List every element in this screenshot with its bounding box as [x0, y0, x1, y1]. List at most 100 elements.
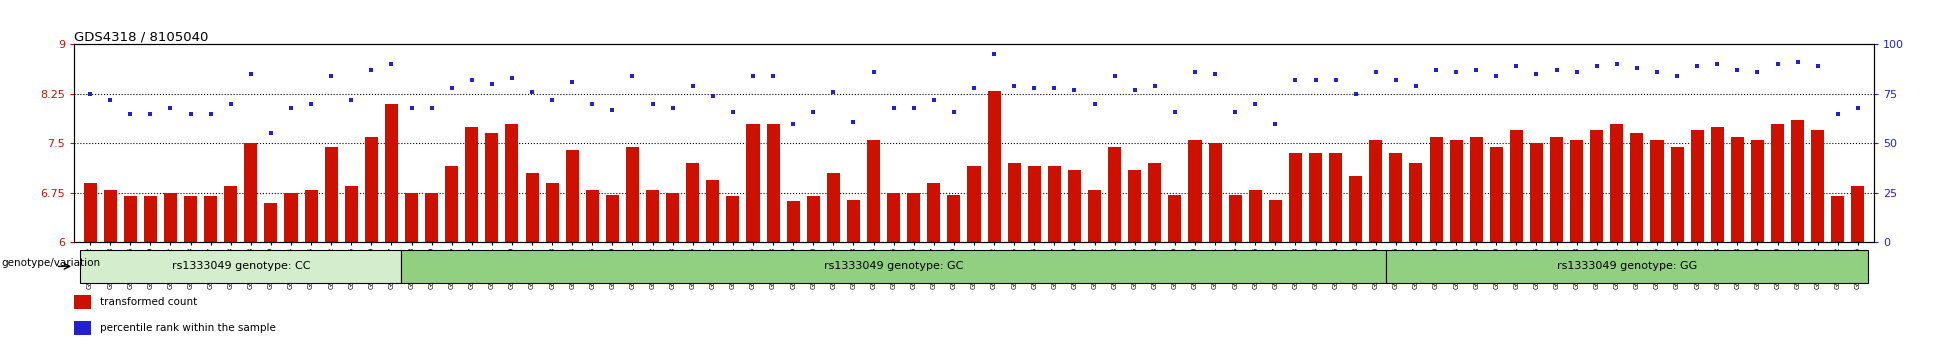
Bar	[1611, 124, 1623, 242]
Point	[898, 105, 929, 110]
Bar	[1389, 153, 1403, 242]
Point	[516, 89, 547, 95]
Point	[1601, 61, 1632, 67]
Point	[1140, 83, 1171, 89]
Bar	[244, 143, 257, 242]
Bar	[446, 166, 458, 242]
Bar	[707, 180, 719, 242]
Point	[939, 109, 970, 114]
Point	[316, 73, 347, 79]
Bar	[505, 124, 518, 242]
Bar	[1108, 147, 1122, 242]
Point	[1621, 65, 1652, 71]
Point	[1118, 87, 1149, 93]
Text: rs1333049 genotype: GG: rs1333049 genotype: GG	[1556, 261, 1697, 272]
Bar	[1188, 140, 1202, 242]
Point	[577, 101, 608, 107]
Point	[1060, 87, 1091, 93]
Point	[1761, 61, 1792, 67]
Point	[1239, 101, 1270, 107]
Text: GDS4318 / 8105040: GDS4318 / 8105040	[74, 30, 208, 43]
Point	[1782, 59, 1814, 65]
Bar	[1048, 166, 1062, 242]
Point	[134, 111, 166, 116]
Bar	[364, 137, 378, 242]
Point	[978, 51, 1009, 57]
Point	[1440, 69, 1473, 75]
Bar	[1851, 186, 1864, 242]
Bar	[1710, 127, 1724, 242]
Point	[1681, 63, 1712, 69]
Bar	[1007, 163, 1021, 242]
Point	[1420, 67, 1451, 73]
Point	[1480, 73, 1512, 79]
Bar	[1510, 130, 1523, 242]
Bar	[466, 127, 479, 242]
Point	[1541, 67, 1572, 73]
Bar	[1490, 147, 1502, 242]
Bar	[1128, 170, 1142, 242]
Bar	[886, 193, 900, 242]
Point	[1843, 105, 1874, 110]
Bar	[1671, 147, 1683, 242]
Point	[918, 97, 949, 103]
Bar	[806, 196, 820, 242]
Bar	[586, 190, 598, 242]
Point	[1038, 85, 1069, 91]
Point	[1381, 77, 1412, 83]
Point	[1662, 73, 1693, 79]
Point	[879, 105, 910, 110]
Bar	[1529, 143, 1543, 242]
Point	[376, 61, 407, 67]
Bar	[545, 183, 559, 242]
Bar	[947, 195, 960, 242]
Point	[1742, 69, 1773, 75]
Bar	[164, 193, 177, 242]
Bar	[1469, 137, 1482, 242]
Point	[275, 105, 306, 110]
Point	[1521, 71, 1553, 77]
Point	[1560, 69, 1592, 75]
Bar	[345, 186, 358, 242]
Point	[236, 71, 267, 77]
Point	[717, 109, 748, 114]
Point	[296, 101, 327, 107]
Point	[678, 83, 709, 89]
Bar	[1169, 195, 1180, 242]
Bar	[686, 163, 699, 242]
Bar	[485, 133, 499, 242]
Point	[656, 105, 688, 110]
Bar	[787, 201, 801, 242]
Bar	[988, 91, 1001, 242]
Bar	[1691, 130, 1704, 242]
Bar	[1590, 130, 1603, 242]
Bar	[625, 147, 639, 242]
Bar	[1812, 130, 1823, 242]
Point	[1099, 73, 1130, 79]
Bar	[1410, 163, 1422, 242]
Point	[637, 101, 668, 107]
Point	[175, 111, 206, 116]
Bar	[224, 186, 238, 242]
Bar	[205, 196, 216, 242]
Bar	[405, 193, 419, 242]
Bar	[847, 200, 859, 242]
Bar	[826, 173, 840, 242]
Point	[697, 93, 729, 99]
Bar	[1630, 133, 1644, 242]
Point	[958, 85, 990, 91]
Bar	[103, 190, 117, 242]
Bar	[1831, 196, 1845, 242]
Point	[999, 83, 1030, 89]
Bar	[1751, 140, 1765, 242]
Point	[356, 67, 388, 73]
Bar	[144, 196, 158, 242]
Point	[395, 105, 427, 110]
Bar	[727, 196, 740, 242]
Bar	[425, 193, 438, 242]
Bar	[746, 124, 760, 242]
Point	[195, 111, 226, 116]
Point	[758, 73, 789, 79]
Point	[1299, 77, 1330, 83]
Point	[1200, 71, 1231, 77]
